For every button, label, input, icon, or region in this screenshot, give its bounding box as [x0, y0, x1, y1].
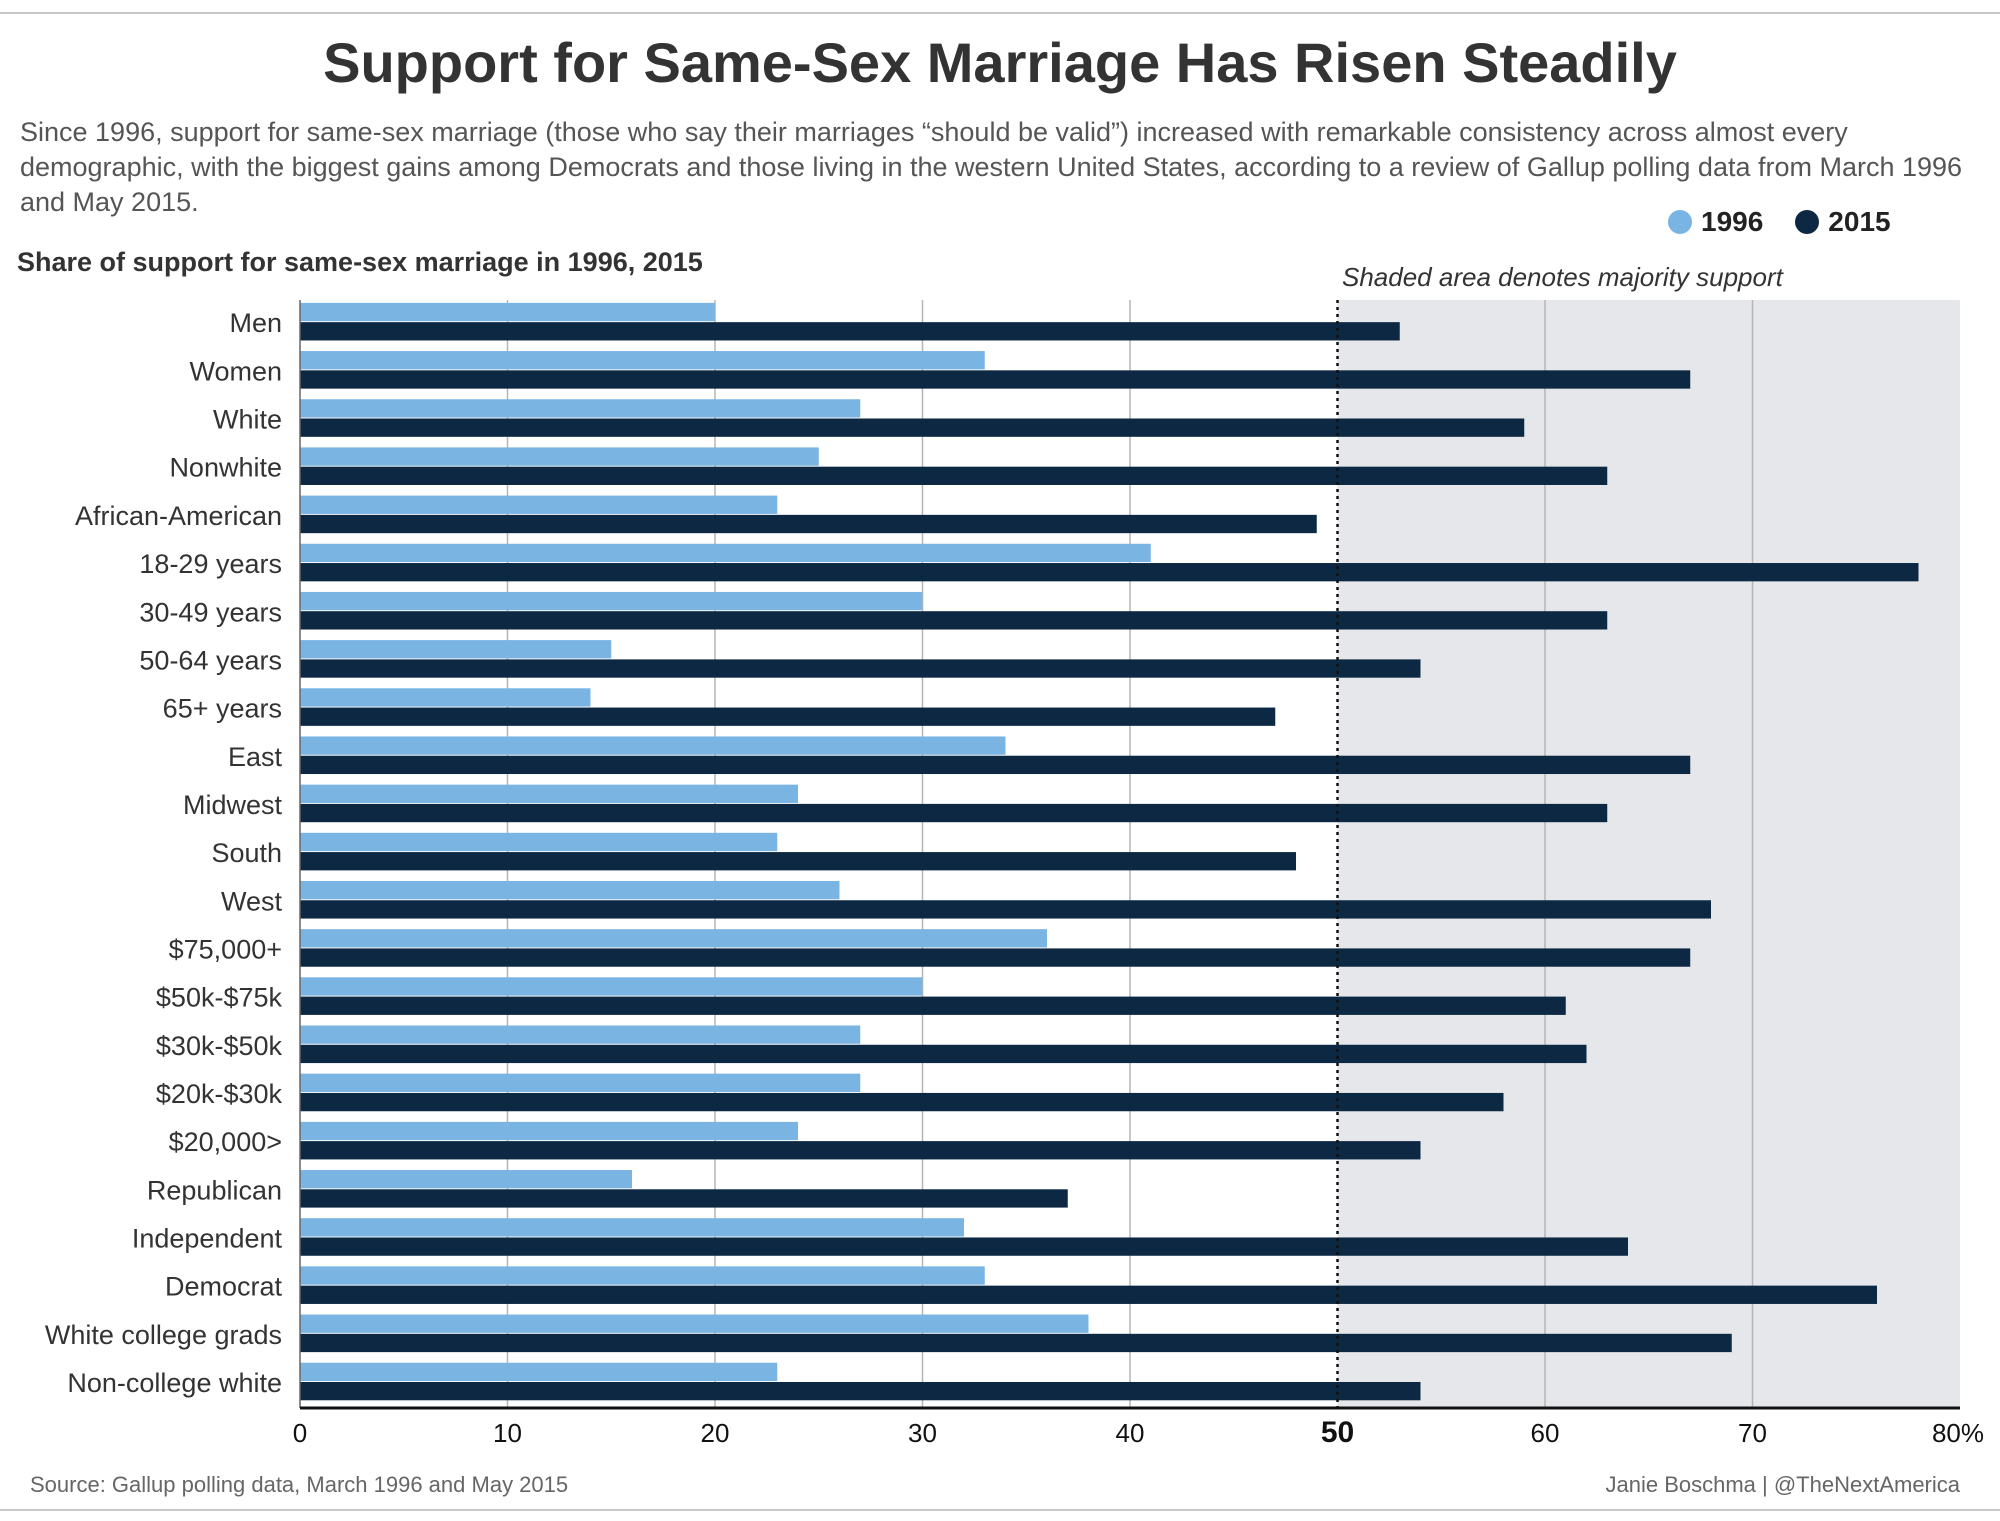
bar-2015 [300, 1381, 1421, 1401]
bar-1996 [300, 736, 1006, 755]
x-tick-label: 80% [1932, 1418, 1984, 1448]
bar-2015 [300, 1189, 1068, 1208]
bar-1996 [300, 832, 778, 852]
category-label: $50k-$75k [156, 983, 283, 1013]
legend-item-2015: 2015 [1795, 206, 1891, 238]
category-label: African-American [75, 501, 282, 531]
bar-1996 [300, 1314, 1089, 1333]
bar-2015 [300, 514, 1317, 534]
x-tick-label: 60 [1531, 1418, 1560, 1448]
category-label: Non-college white [67, 1368, 282, 1398]
bar-1996 [300, 929, 1047, 948]
x-tick-label: 70 [1738, 1418, 1767, 1448]
legend-label-1996: 1996 [1701, 206, 1764, 237]
x-tick-label: 10 [493, 1418, 522, 1448]
category-label: Midwest [183, 790, 283, 820]
bar-2015 [300, 563, 1919, 582]
category-label: Democrat [165, 1272, 283, 1302]
category-label: $30k-$50k [156, 1031, 283, 1061]
bar-1996 [300, 447, 819, 466]
bar-2015 [300, 852, 1296, 871]
bar-2015 [300, 1044, 1587, 1064]
bar-2015 [300, 1141, 1421, 1160]
bar-1996 [300, 1266, 985, 1285]
bar-2015 [300, 900, 1711, 919]
category-label: White college grads [45, 1320, 282, 1350]
bar-1996 [300, 495, 778, 514]
x-tick-label: 50 [1321, 1416, 1354, 1449]
legend: 1996 2015 [1668, 206, 1923, 238]
bar-1996 [300, 640, 612, 659]
bar-2015 [300, 1237, 1628, 1256]
bar-2015 [300, 755, 1691, 775]
category-label: 50-64 years [139, 645, 282, 675]
bar-2015 [300, 370, 1691, 389]
bar-2015 [300, 803, 1608, 823]
bar-2015 [300, 418, 1525, 437]
bar-1996 [300, 784, 798, 803]
bar-2015 [300, 948, 1691, 967]
chart-heading: Share of support for same-sex marriage i… [17, 247, 703, 277]
bottom-rule [0, 1509, 2000, 1511]
bar-2015 [300, 466, 1608, 485]
legend-swatch-1996 [1668, 210, 1692, 234]
credit-note: Janie Boschma | @TheNextAmerica [1605, 1472, 1960, 1497]
category-label: Women [189, 356, 282, 386]
category-label: Men [229, 308, 282, 338]
bar-2015 [300, 996, 1566, 1015]
category-label: 65+ years [163, 694, 282, 724]
bar-1996 [300, 1362, 778, 1382]
bar-1996 [300, 1170, 632, 1189]
bar-1996 [300, 399, 861, 418]
bar-2015 [300, 1092, 1504, 1112]
bar-1996 [300, 1073, 861, 1092]
bar-1996 [300, 591, 923, 611]
bar-2015 [300, 1285, 1877, 1304]
chart-title: Support for Same-Sex Marriage Has Risen … [323, 31, 1677, 94]
legend-swatch-2015 [1795, 210, 1820, 234]
bar-1996 [300, 302, 715, 322]
category-label: White [213, 405, 282, 435]
top-rule [0, 12, 2000, 14]
category-label: 30-49 years [139, 597, 282, 627]
category-label: 18-29 years [139, 549, 282, 579]
category-label: Republican [147, 1175, 282, 1205]
bar-1996 [300, 1025, 861, 1044]
category-label: Nonwhite [169, 453, 282, 483]
x-tick-label: 30 [908, 1418, 937, 1448]
shaded-area-note: Shaded area denotes majority support [1342, 262, 1783, 292]
bar-1996 [300, 688, 591, 707]
chart-subtitle: Since 1996, support for same-sex marriag… [20, 117, 1963, 217]
bar-2015 [300, 659, 1421, 678]
legend-label-2015: 2015 [1828, 206, 1891, 237]
legend-item-1996: 1996 [1668, 206, 1763, 238]
bar-1996 [300, 543, 1151, 563]
source-note: Source: Gallup polling data, March 1996 … [30, 1472, 569, 1497]
category-label: West [221, 886, 283, 916]
bar-1996 [300, 1218, 964, 1237]
category-label: Independent [132, 1224, 283, 1254]
category-label: $20k-$30k [156, 1079, 283, 1109]
x-tick-label: 40 [1116, 1418, 1145, 1448]
x-tick-label: 20 [701, 1418, 730, 1448]
category-label: South [211, 838, 282, 868]
category-label: $20,000> [169, 1127, 282, 1157]
bar-1996 [300, 1121, 798, 1141]
bar-1996 [300, 351, 985, 370]
bar-1996 [300, 977, 923, 996]
bar-2015 [300, 1333, 1732, 1353]
bar-2015 [300, 611, 1608, 630]
category-label: $75,000+ [169, 934, 282, 964]
bar-2015 [300, 322, 1400, 341]
bar-1996 [300, 880, 840, 900]
bar-2015 [300, 707, 1276, 726]
x-tick-label: 0 [293, 1418, 307, 1448]
category-label: East [228, 742, 283, 772]
